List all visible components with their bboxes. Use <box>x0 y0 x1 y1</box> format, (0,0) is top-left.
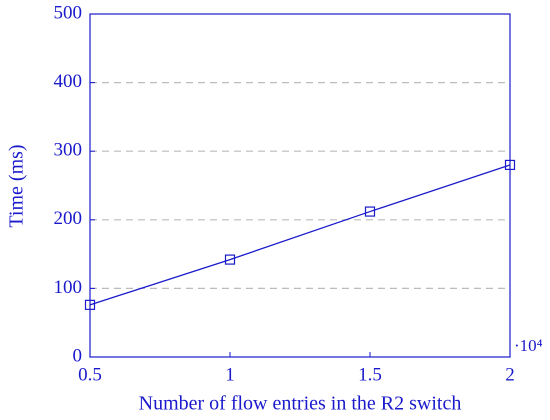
line <box>89 164 511 306</box>
x-scale-label: ·10⁴ <box>514 336 543 355</box>
y-tick-label: 400 <box>54 71 83 92</box>
marker <box>504 159 516 171</box>
marker <box>224 254 236 265</box>
marker <box>364 206 376 217</box>
x-tick-label: 1 <box>225 364 235 385</box>
y-tick-label: 200 <box>54 208 83 229</box>
y-tick-label: 500 <box>54 2 83 23</box>
y-tick-label: 0 <box>73 345 83 366</box>
marker <box>84 299 96 310</box>
x-tick-label: 2 <box>505 364 515 385</box>
plot-frame <box>89 13 511 358</box>
y-tick-label: 300 <box>54 140 83 161</box>
x-tick-label: 0.5 <box>78 364 102 385</box>
y-tick-label: 100 <box>54 277 83 298</box>
y-axis-label: Time (ms) <box>6 144 28 227</box>
x-tick-label: 1.5 <box>358 364 382 385</box>
x-axis-label: Number of flow entries in the R2 switch <box>139 393 462 415</box>
